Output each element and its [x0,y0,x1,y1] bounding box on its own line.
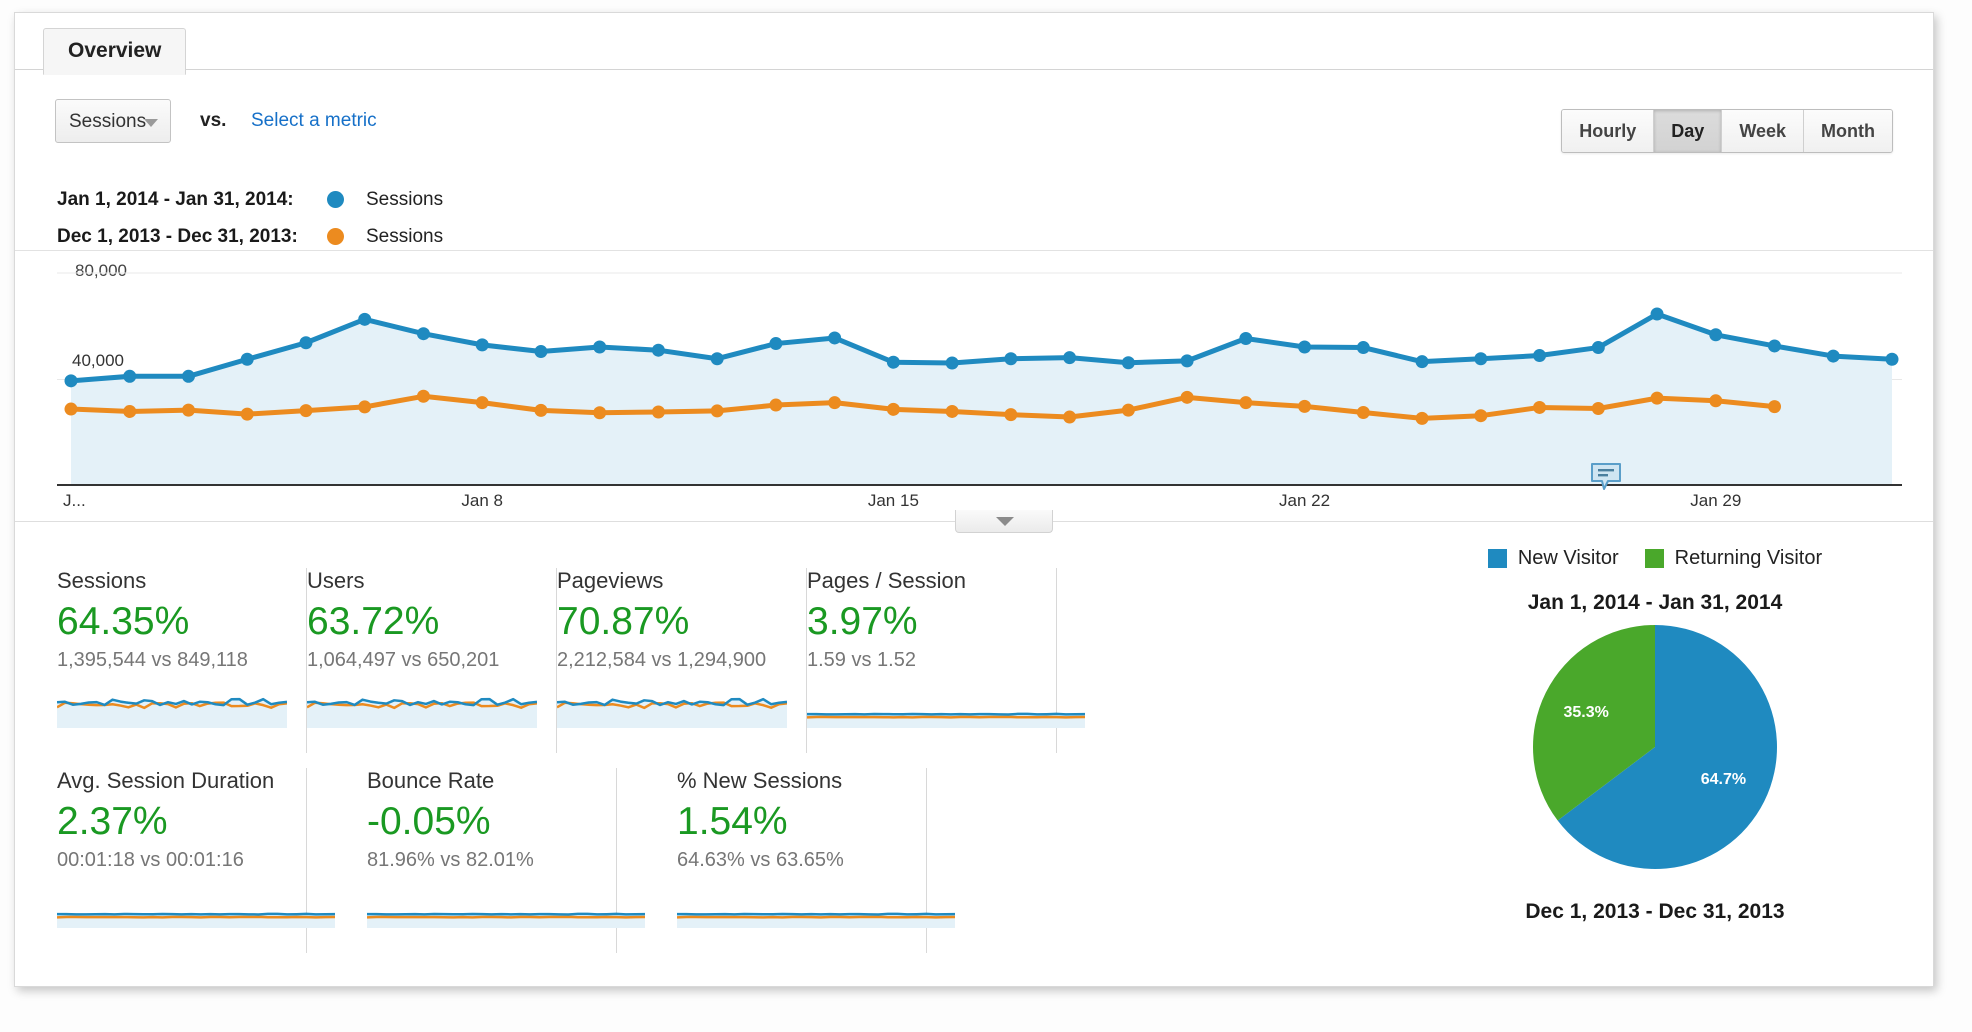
pie-legend-label: New Visitor [1517,546,1619,569]
legend-date-range-current: Jan 1, 2014 - Jan 31, 2014: [57,188,294,210]
tab-strip: Overview [15,13,1933,75]
metric-card-percent-new-sessions[interactable]: % New Sessions 1.54% 64.63% vs 63.65% [677,768,955,953]
metric-card-percent: 2.37% [57,800,168,843]
granularity-week[interactable]: Week [1722,110,1805,152]
metric-card-avg-session-duration[interactable]: Avg. Session Duration 2.37% 00:01:18 vs … [57,768,335,953]
metric-card-percent: 70.87% [557,600,690,643]
metric-card-sparkline [57,684,288,728]
metric-card-title: Avg. Session Duration [57,768,275,793]
legend-row-compare[interactable]: Dec 1, 2013 - Dec 31, 2013: Sessions [57,218,443,255]
pie-legend-item-new-visitor[interactable]: New Visitor [1487,546,1619,570]
metric-card-compare: 00:01:18 vs 00:01:16 [57,848,244,871]
x-tick-label: Jan 22 [1279,491,1331,510]
metric-card-title: Users [307,568,365,593]
metric-card-title: Sessions [57,568,147,593]
metric-card-compare: 64.63% vs 63.65% [677,848,844,871]
pie-legend-swatch [1487,548,1507,568]
annotation-note-icon[interactable] [1589,462,1623,492]
legend-date-range-compare: Dec 1, 2013 - Dec 31, 2013: [57,225,298,247]
metric-card-compare: 1.59 vs 1.52 [807,648,916,671]
x-tick-label: J... [63,491,86,510]
visitor-type-pie-block: New Visitor Returning Visitor Jan 1, 201… [1405,543,1905,924]
pie-slice-label-new: 64.7% [1700,770,1747,788]
metric-card-sparkline [807,684,1085,728]
granularity-hourly[interactable]: Hourly [1562,110,1655,152]
x-tick-label: Jan 15 [867,491,919,510]
metric-card-compare: 2,212,584 vs 1,294,900 [557,648,767,671]
x-tick-label: Jan 8 [461,491,503,510]
pie-legend-label: Returning Visitor [1674,546,1823,569]
metric-card-pageviews[interactable]: Pageviews 70.87% 2,212,584 vs 1,294,900 [557,568,807,753]
legend-row-current[interactable]: Jan 1, 2014 - Jan 31, 2014: Sessions [57,181,443,218]
pie-legend-swatch [1644,548,1664,568]
metric-card-percent: 64.35% [57,600,190,643]
pie-legend: New Visitor Returning Visitor [1405,543,1905,573]
metric-card-sparkline [557,684,788,728]
chart-baseline [57,484,1902,486]
pie-legend-item-returning-visitor[interactable]: Returning Visitor [1644,546,1823,570]
chevron-down-icon [144,119,158,127]
metric-select[interactable]: Sessions [55,99,171,143]
metric-cards-row-1: Sessions 64.35% 1,395,544 vs 849,118 Use… [57,568,1307,768]
metric-card-sparkline [57,884,335,928]
legend-dot-compare [327,228,344,245]
x-axis: J... Jan 8 Jan 15 Jan 22 Jan 29 [57,491,1902,517]
metric-cards-row-2: Avg. Session Duration 2.37% 00:01:18 vs … [57,768,1307,968]
metric-card-compare: 81.96% vs 82.01% [367,848,534,871]
pie-chart[interactable]: 35.3% 64.7% [1405,623,1905,878]
tab-overview[interactable]: Overview [43,28,187,75]
metric-card-users[interactable]: Users 63.72% 1,064,497 vs 650,201 [307,568,557,753]
pie-caption-top: Jan 1, 2014 - Jan 31, 2014 [1527,591,1783,614]
chart-series-legend: Jan 1, 2014 - Jan 31, 2014: Sessions Dec… [57,181,443,255]
select-a-metric-link[interactable]: Select a metric [251,110,377,131]
metric-card-compare: 1,064,497 vs 650,201 [307,648,500,671]
legend-divider [15,250,1933,251]
metric-cards: Sessions 64.35% 1,395,544 vs 849,118 Use… [57,568,1307,968]
y-axis-label-max: 80,000 [75,261,127,280]
pie-slice-label-returning: 35.3% [1563,704,1609,722]
chevron-down-icon [996,517,1014,526]
y-axis-label-mid: 40,000 [71,351,125,371]
legend-dot-current [327,191,344,208]
metric-card-percent: 63.72% [307,600,440,643]
tab-strip-rule [15,69,1933,70]
legend-metric-current: Sessions [366,188,444,210]
metric-card-percent: -0.05% [367,800,491,843]
collapse-chart-button[interactable] [955,510,1053,533]
report-panel: Overview Sessions vs. Select a metric Ho… [14,12,1934,987]
granularity-day[interactable]: Day [1654,110,1723,152]
metric-card-title: Pageviews [557,568,664,593]
timeseries-chart-svg [57,272,1902,486]
timeseries-chart[interactable]: 80,000 40,000 [57,261,1902,486]
metric-card-compare: 1,395,544 vs 849,118 [57,648,248,671]
metric-card-title: % New Sessions [677,768,843,793]
metric-card-title: Bounce Rate [367,768,495,793]
metric-card-sparkline [367,884,645,928]
metric-card-sparkline [677,884,955,928]
granularity-toggle-group[interactable]: Hourly Day Week Month [1561,109,1893,153]
metric-card-percent: 3.97% [807,600,918,643]
metric-card-percent: 1.54% [677,800,788,843]
x-tick-label: Jan 29 [1690,491,1742,510]
metric-card-sparkline [307,684,538,728]
metric-card-bounce-rate[interactable]: Bounce Rate -0.05% 81.96% vs 82.01% [367,768,645,953]
vs-label: vs. [200,110,227,131]
metric-card-sessions[interactable]: Sessions 64.35% 1,395,544 vs 849,118 [57,568,307,753]
legend-metric-compare: Sessions [366,225,444,247]
granularity-month[interactable]: Month [1804,110,1892,152]
metric-select-value: Sessions [69,111,147,132]
metric-card-pages-per-session[interactable]: Pages / Session 3.97% 1.59 vs 1.52 [807,568,1085,753]
pie-caption-bottom: Dec 1, 2013 - Dec 31, 2013 [1525,900,1785,923]
pie-chart-svg [1533,625,1777,869]
metric-card-title: Pages / Session [807,568,966,593]
